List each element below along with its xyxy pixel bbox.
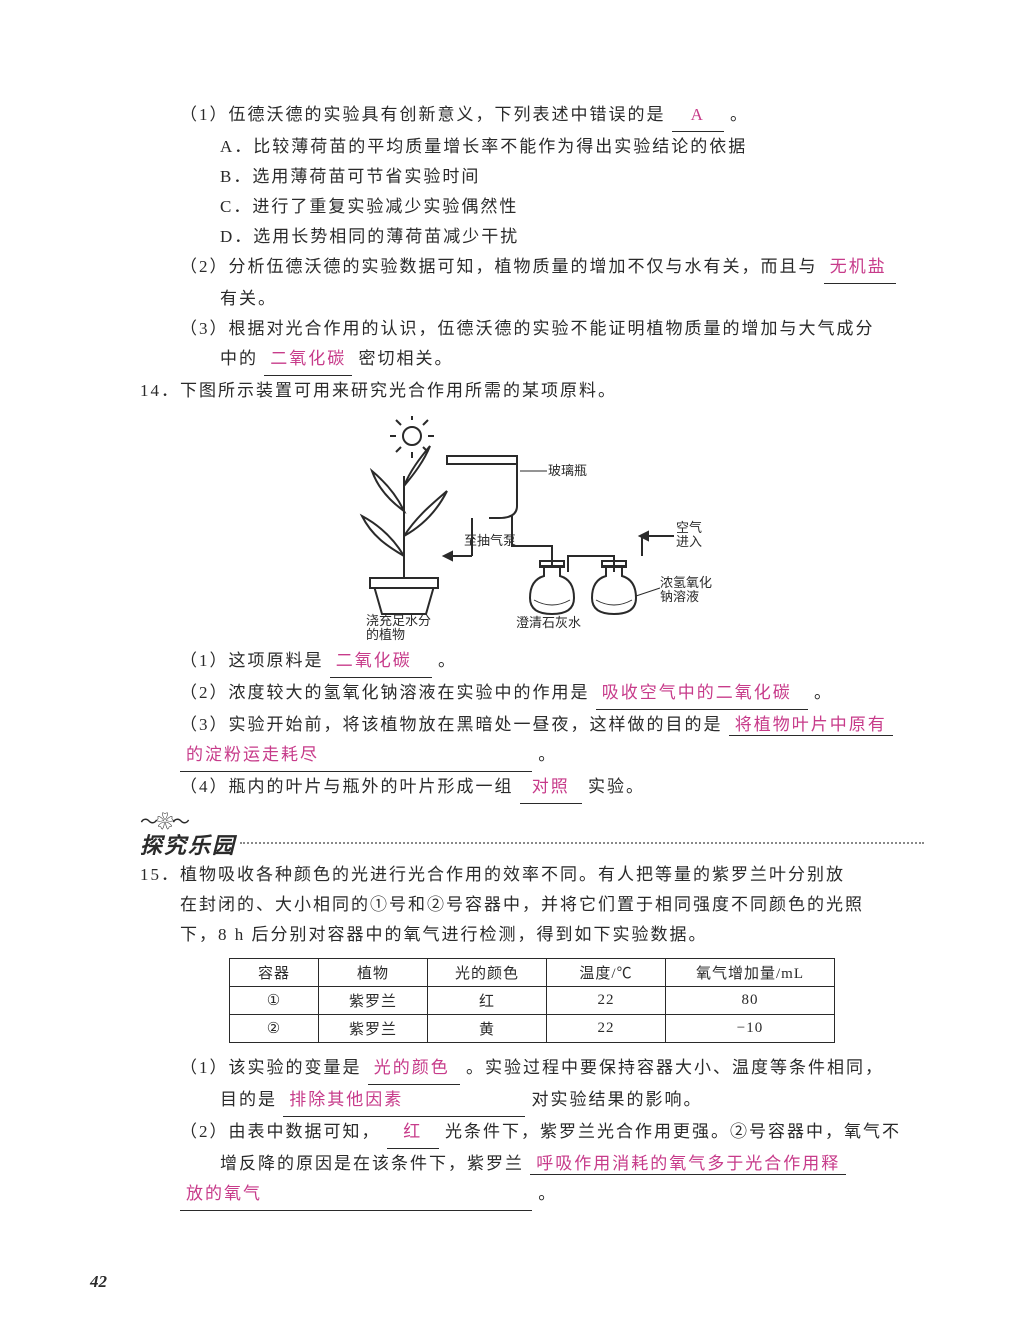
q13-p2a: （2）分析伍德沃德的实验数据可知，植物质量的增加不仅与水有关，而且与 [180,257,818,276]
worksheet-page: （1）伍德沃德的实验具有创新意义，下列表述中错误的是 A 。 A．比较薄荷苗的平… [0,0,1024,1342]
section-dots [240,842,924,844]
q15-p2a-before: （2）由表中数据可知， [180,1122,381,1141]
q13-optA: A．比较薄荷苗的平均质量增长率不能作为得出实验结论的依据 [220,132,924,162]
q13-part3-line1: （3）根据对光合作用的认识，伍德沃德的实验不能证明植物质量的增加与大气成分 [180,314,924,344]
label-lime: 澄清石灰水 [516,616,581,630]
q14-diagram: 玻璃瓶 空气进入 至抽气泵 浓氢氧化钠溶液 澄清石灰水 浇充足水分的植物 [352,416,712,636]
q15-p2c-after: 。 [538,1184,557,1203]
q14-p2-before: （2）浓度较大的氢氧化钠溶液在实验中的作用是 [180,683,590,702]
q15-stem-line3: 下，8 h 后分别对容器中的氧气进行检测，得到如下实验数据。 [180,920,924,950]
table-cell: 紫罗兰 [319,1015,428,1043]
q14-part4: （4）瓶内的叶片与瓶外的叶片形成一组 对照 实验。 [180,772,924,804]
q15-stem-line2: 在封闭的、大小相同的①号和②号容器中，并将它们置于相同强度不同颜色的光照 [180,890,924,920]
q13-optC: C．进行了重复实验减少实验偶然性 [220,192,924,222]
q14-p1-answer: 二氧化碳 [330,646,432,678]
q14-part1: （1）这项原料是 二氧化碳 。 [180,646,924,678]
q13-p3b-after: 密切相关。 [359,349,454,368]
label-bottle: 玻璃瓶 [548,464,587,478]
q15-p2b-answer: 呼吸作用消耗的氧气多于光合作用释 [530,1154,846,1175]
label-pump: 至抽气泵 [464,534,516,548]
q14-p3a: （3）实验开始前，将该植物放在黑暗处一昼夜，这样做的目的是 [180,715,723,734]
table-cell: 红 [428,987,547,1015]
q14-part3-line1: （3）实验开始前，将该植物放在黑暗处一昼夜，这样做的目的是 将植物叶片中原有 [180,710,924,740]
q13-optB: B．选用薄荷苗可节省实验时间 [220,162,924,192]
q14-p3-ans1: 将植物叶片中原有 [729,715,893,736]
q13-p3-answer: 二氧化碳 [264,344,352,376]
q14-p4-answer: 对照 [520,772,582,804]
q13-part2-line1: （2）分析伍德沃德的实验数据可知，植物质量的增加不仅与水有关，而且与 无机盐 [180,252,924,284]
q13-part2-line2: 有关。 [220,284,924,314]
q13-optD: D．选用长势相同的薄荷苗减少干扰 [220,222,924,252]
q15-p1a-after: 。实验过程中要保持容器大小、温度等条件相同， [466,1058,884,1077]
q15-p2a-answer: 红 [387,1117,439,1149]
table-cell: −10 [666,1015,835,1043]
q15-p1b-after: 对实验结果的影响。 [532,1090,703,1109]
q15-part2-line3: 放的氧气 。 [180,1179,924,1211]
table-header-cell: 温度/℃ [547,959,666,987]
table-cell: 22 [547,1015,666,1043]
page-number: 42 [90,1272,107,1292]
q14-p3-ans2: 的淀粉运走耗尽 [180,740,532,772]
table-cell: 22 [547,987,666,1015]
q14-p4-before: （4）瓶内的叶片与瓶外的叶片形成一组 [180,777,514,796]
q14-p4-after: 实验。 [588,777,645,796]
q15-p1a-before: （1）该实验的变量是 [180,1058,362,1077]
section-header: 〜❀〜 探究乐园 [140,818,924,854]
q13-part3-line2: 中的 二氧化碳 密切相关。 [220,344,924,376]
q15-stem-line1: 15．植物吸收各种颜色的光进行光合作用的效率不同。有人把等量的紫罗兰叶分别放 [140,860,924,890]
q13-p3b-before: 中的 [220,349,258,368]
q15-p2c-answer: 放的氧气 [180,1179,532,1211]
q15-p2a-after: 光条件下，紫罗兰光合作用更强。②号容器中，氧气不 [445,1122,901,1141]
q14-stem: 14．下图所示装置可用来研究光合作用所需的某项原料。 [140,376,924,406]
table-row: ②紫罗兰黄22−10 [230,1015,835,1043]
table-cell: ② [230,1015,319,1043]
q14-p1-after: 。 [438,651,457,670]
apparatus-svg [352,416,712,636]
q14-p3-after: 。 [538,745,557,764]
table-cell: 黄 [428,1015,547,1043]
q14-p1-before: （1）这项原料是 [180,651,324,670]
table-header-cell: 植物 [319,959,428,987]
q15-p1a-answer: 光的颜色 [368,1053,460,1085]
section-title: 探究乐园 [140,828,236,860]
q14-part3-line2: 的淀粉运走耗尽 。 [180,740,924,772]
q14-part2: （2）浓度较大的氢氧化钠溶液在实验中的作用是 吸收空气中的二氧化碳 。 [180,678,924,710]
table-header-row: 容器植物光的颜色温度/℃氧气增加量/mL [230,959,835,987]
table-cell: ① [230,987,319,1015]
q13-p1-text: （1）伍德沃德的实验具有创新意义，下列表述中错误的是 [180,105,666,124]
table-header-cell: 光的颜色 [428,959,547,987]
table-header-cell: 氧气增加量/mL [666,959,835,987]
q13-p2-answer: 无机盐 [824,252,896,284]
q14-p2-answer: 吸收空气中的二氧化碳 [596,678,808,710]
q15-p2b: 增反降的原因是在该条件下，紫罗兰 [220,1154,524,1173]
table-cell: 紫罗兰 [319,987,428,1015]
q15-data-table: 容器植物光的颜色温度/℃氧气增加量/mL ①紫罗兰红2280②紫罗兰黄22−10 [229,958,835,1043]
table-row: ①紫罗兰红2280 [230,987,835,1015]
q15-p1b-answer: 排除其他因素 [283,1085,525,1117]
label-naoh: 浓氢氧化钠溶液 [660,576,712,604]
label-plant: 浇充足水分的植物 [366,614,431,642]
q15-part2-line2: 增反降的原因是在该条件下，紫罗兰 呼吸作用消耗的氧气多于光合作用释 [220,1149,924,1179]
table-header-cell: 容器 [230,959,319,987]
q15-p1b-before: 目的是 [220,1090,277,1109]
q14-p2-after: 。 [814,683,833,702]
q15-part1-line1: （1）该实验的变量是 光的颜色 。实验过程中要保持容器大小、温度等条件相同， [180,1053,924,1085]
q13-p1-after: 。 [730,105,749,124]
q13-part1: （1）伍德沃德的实验具有创新意义，下列表述中错误的是 A 。 [180,100,924,132]
q15-part1-line2: 目的是 排除其他因素 对实验结果的影响。 [220,1085,924,1117]
q13-p1-answer: A [672,100,724,132]
table-cell: 80 [666,987,835,1015]
q15-part2-line1: （2）由表中数据可知， 红 光条件下，紫罗兰光合作用更强。②号容器中，氧气不 [180,1117,924,1149]
label-air: 空气进入 [676,521,702,549]
